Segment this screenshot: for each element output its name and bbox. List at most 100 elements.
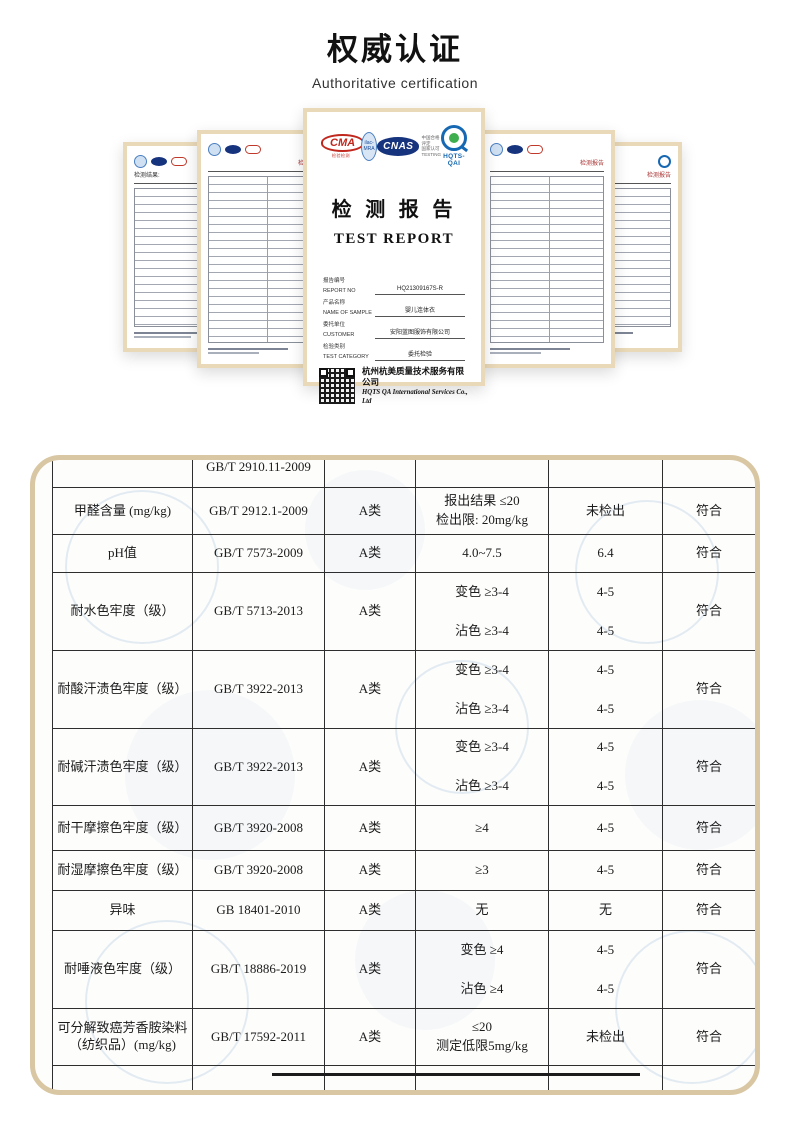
table-row: 耐水色牢度（级） GB/T 5713-2013 A类 变色 ≥3-4 沾色 ≥3-4 4-… xyxy=(52,572,755,651)
cell-result: 4-5 4-5 xyxy=(548,572,663,651)
cell-conclusion xyxy=(662,460,755,488)
table-row xyxy=(52,1065,755,1090)
cell-category xyxy=(324,460,416,488)
cell-requirement: 变色 ≥4 沾色 ≥4 xyxy=(415,930,549,1009)
logo-row xyxy=(208,142,322,156)
cell-requirement: 变色 ≥3-4 沾色 ≥3-4 xyxy=(415,572,549,651)
cell-item: pH值 xyxy=(52,534,193,573)
cma-logo-icon xyxy=(527,144,543,154)
report-field: 产品名称 NAME OF SAMPLE 婴儿连体衣 xyxy=(323,300,465,317)
report-field: 委托单位 CUSTOMER 安阳蓝图服饰有限公司 xyxy=(323,322,465,339)
cma-logo-icon xyxy=(245,144,261,154)
certificate-header: 检测结果: xyxy=(134,173,160,179)
certificate-footer xyxy=(208,348,322,356)
cell-item: 耐酸汗渍色牢度（级） xyxy=(52,650,193,729)
report-fields: 报告编号 REPORT NO HQ21309167S-R 产品名称 NAME OF SA… xyxy=(319,278,469,366)
cell-standard: GB/T 17592-2011 xyxy=(192,1008,325,1066)
field-label-en: TEST CATEGORY xyxy=(323,354,369,360)
cell-standard: GB/T 3920-2008 xyxy=(192,850,325,891)
cell-result: 无 xyxy=(548,890,663,931)
divider xyxy=(490,171,604,172)
field-label-cn: 检验类别 xyxy=(323,344,346,350)
certificate-content: 检测报告 xyxy=(201,134,329,364)
table-row: 耐干摩擦色牢度（级） GB/T 3920-2008 A类 ≥4 4-5 符合 xyxy=(52,805,755,851)
cell-result xyxy=(548,460,663,488)
cnas-caption: 中国合格评定 国家认可 TESTING xyxy=(421,135,441,157)
cell-empty xyxy=(52,1065,193,1090)
cell-category: A类 xyxy=(324,728,416,806)
table-row: 耐湿摩擦色牢度（级） GB/T 3920-2008 A类 ≥3 4-5 符合 xyxy=(52,850,755,891)
footer-line xyxy=(134,332,223,334)
field-label-cn: 委托单位 xyxy=(323,322,346,328)
cell-category: A类 xyxy=(324,805,416,851)
cell-standard: GB 18401-2010 xyxy=(192,890,325,931)
field-label-en: CUSTOMER xyxy=(323,332,355,338)
cell-item: 可分解致癌芳香胺染料（纺织品）(mg/kg) xyxy=(52,1008,193,1066)
certificate-header: 检测报告 xyxy=(646,173,671,179)
cell-result: 4-5 4-5 xyxy=(548,650,663,729)
cell-standard: GB/T 5713-2013 xyxy=(192,572,325,651)
cell-standard: GB/T 3922-2013 xyxy=(192,728,325,806)
cell-category: A类 xyxy=(324,850,416,891)
report-title-cn: 检 测 报 告 xyxy=(331,199,457,221)
cell-category: A类 xyxy=(324,890,416,931)
cell-conclusion: 符合 xyxy=(662,1008,755,1066)
test-items-pattern xyxy=(490,176,604,343)
qr-code xyxy=(319,368,355,404)
cell-result: 未检出 xyxy=(548,487,663,535)
ilac-mra-logo: ilac-MRA xyxy=(361,131,378,161)
page-header: 权威认证 Authoritative certification xyxy=(0,24,790,91)
cell-requirement xyxy=(415,460,549,488)
certificate-right: 检测报告 xyxy=(479,130,615,368)
cell-empty xyxy=(548,1065,663,1090)
page-title: 权威认证 xyxy=(327,32,463,67)
field-label-cn: 产品名称 xyxy=(323,300,346,306)
footer-line xyxy=(208,352,260,354)
table-row: 甲醛含量 (mg/kg) GB/T 2912.1-2009 A类 报出结果 ≤20 检出… xyxy=(52,487,755,535)
cell-conclusion: 符合 xyxy=(662,534,755,573)
field-value: 委托检验 xyxy=(375,351,465,361)
cell-requirement: 4.0~7.5 xyxy=(415,534,549,573)
cell-conclusion: 符合 xyxy=(662,850,755,891)
cell-standard: GB/T 7573-2009 xyxy=(192,534,325,573)
cell-category: A类 xyxy=(324,572,416,651)
logo-row: CMA 检验检测 ilac-MRA CNAS 中国合格评定 国家认可 TESTI… xyxy=(319,125,469,167)
cell-standard: GB/T 2910.11-2009 xyxy=(192,460,325,488)
hqts-qai-icon xyxy=(441,125,467,151)
cell-category: A类 xyxy=(324,534,416,573)
cell-conclusion: 符合 xyxy=(662,572,755,651)
report-title-en: TEST REPORT xyxy=(333,231,455,247)
cell-result: 未检出 xyxy=(548,1008,663,1066)
cell-empty xyxy=(415,1065,549,1090)
logo-row xyxy=(545,154,671,168)
cell-category: A类 xyxy=(324,930,416,1009)
certificate-footer: 杭州杭美质量技术服务有限公司 HQTS QA International Ser… xyxy=(319,366,469,406)
cnas-logo-icon xyxy=(151,156,167,166)
test-results-panel: GB/T 2910.11-2009 甲醛含量 (mg/kg) GB/T 2912.1… xyxy=(30,455,760,1095)
field-label-en: NAME OF SAMPLE xyxy=(323,310,372,316)
cell-item: 耐湿摩擦色牢度（级） xyxy=(52,850,193,891)
cell-item xyxy=(52,460,193,488)
certificate-center-test-report: CMA 检验检测 ilac-MRA CNAS 中国合格评定 国家认可 TESTI… xyxy=(303,108,485,405)
cell-requirement: 变色 ≥3-4 沾色 ≥3-4 xyxy=(415,728,549,806)
certificates-gallery: 检测结果: 检测报告 C xyxy=(0,0,790,430)
cnas-logo-icon xyxy=(507,144,523,154)
footer-line xyxy=(134,336,191,338)
divider xyxy=(208,171,322,172)
cell-conclusion: 符合 xyxy=(662,487,755,535)
cell-empty xyxy=(192,1065,325,1090)
cma-logo: CMA 检验检测 xyxy=(321,133,365,159)
cell-item: 耐唾液色牢度（级） xyxy=(52,930,193,1009)
field-value: 安阳蓝图服饰有限公司 xyxy=(375,329,465,339)
cell-conclusion: 符合 xyxy=(662,890,755,931)
cell-item: 异味 xyxy=(52,890,193,931)
ilac-logo-icon xyxy=(208,142,221,156)
table-row: 耐唾液色牢度（级） GB/T 18886-2019 A类 变色 ≥4 沾色 ≥4 4-5 4… xyxy=(52,930,755,1009)
field-value: 婴儿连体衣 xyxy=(375,307,465,317)
cell-empty xyxy=(324,1065,416,1090)
cell-result: 4-5 xyxy=(548,850,663,891)
signature-line xyxy=(272,1073,640,1076)
cell-requirement: ≤20 测定低限5mg/kg xyxy=(415,1008,549,1066)
hqts-qai-logo: HQTS-QAI xyxy=(441,125,467,167)
cma-logo-icon xyxy=(171,156,187,166)
